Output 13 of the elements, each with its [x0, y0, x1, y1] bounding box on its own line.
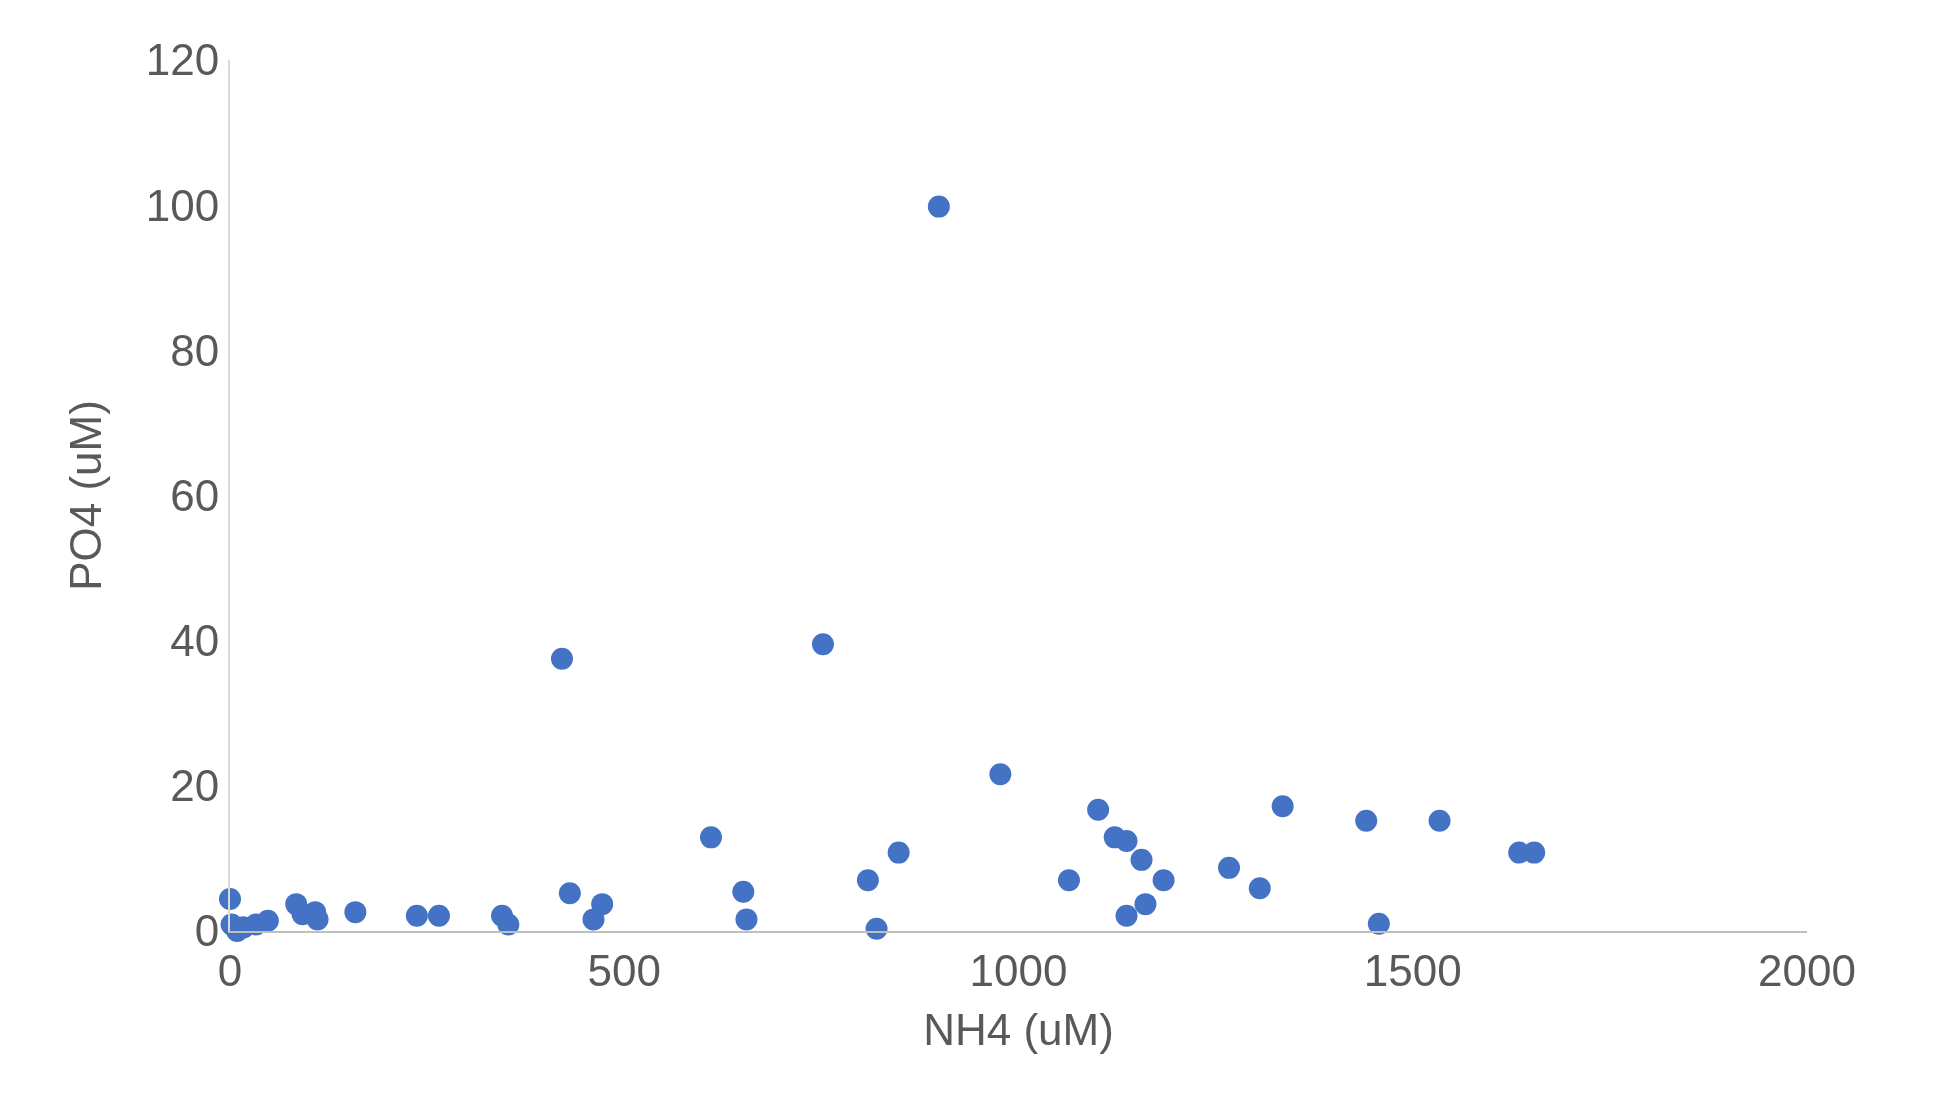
x-axis-title: NH4 (uM)	[923, 1004, 1114, 1054]
x-tick-label: 500	[587, 945, 661, 995]
x-tick-label: 2000	[1758, 945, 1856, 995]
y-axis-title: PO4 (uM)	[61, 400, 111, 591]
y-tick-label: 100	[145, 180, 220, 230]
y-tick-label: 20	[170, 761, 220, 811]
y-tick-label: 60	[170, 470, 220, 520]
y-tick-label: 40	[170, 616, 220, 666]
x-tick-label: 1500	[1363, 945, 1462, 995]
y-tick-label: 80	[170, 325, 220, 375]
y-tick-label: 0	[194, 906, 220, 956]
y-tick-label: 120	[145, 35, 220, 85]
x-tick-label: 1000	[969, 945, 1068, 995]
